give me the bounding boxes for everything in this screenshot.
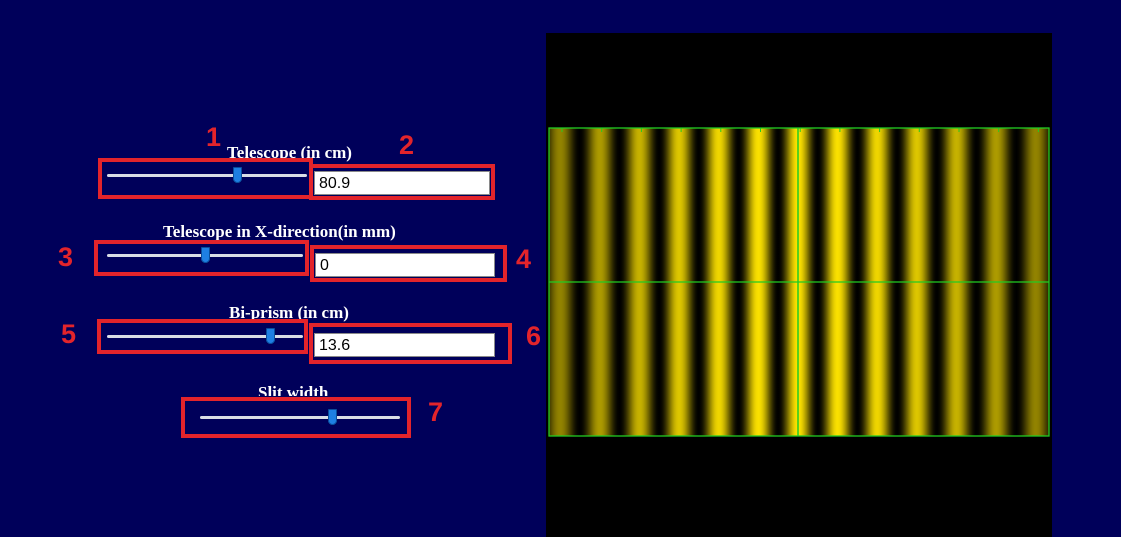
- telescope-input[interactable]: 80.9: [314, 171, 490, 195]
- annotation-box-1: [98, 158, 313, 199]
- telescope-slider[interactable]: [107, 165, 307, 187]
- telescope-label: Telescope (in cm): [227, 143, 352, 162]
- slit-width-label: Slit width: [258, 383, 329, 396]
- slider-thumb[interactable]: [233, 167, 242, 183]
- telescope-x-input[interactable]: 0: [315, 253, 495, 277]
- annotation-box-7: [181, 397, 411, 438]
- annotation-number-2: 2: [399, 130, 415, 160]
- fringe-viewer: [546, 33, 1052, 537]
- annotation-box-5: [97, 319, 308, 354]
- annotation-number-1: 1: [206, 122, 222, 152]
- annotation-number-5: 5: [61, 319, 77, 349]
- slider-thumb[interactable]: [201, 247, 210, 263]
- biprism-slider[interactable]: [107, 326, 303, 348]
- interference-fringe-pattern: [548, 127, 1050, 437]
- annotation-number-7: 7: [428, 397, 444, 427]
- annotation-box-6: [309, 323, 512, 364]
- annotation-box-3: [94, 240, 309, 276]
- slider-thumb[interactable]: [265, 328, 275, 344]
- slider-thumb[interactable]: [328, 409, 337, 425]
- telescope-x-label: Telescope in X-direction(in mm): [163, 222, 396, 241]
- annotation-box-2: [309, 164, 495, 200]
- biprism-label: Bi-prism (in cm): [229, 303, 349, 322]
- annotation-number-3: 3: [58, 242, 74, 272]
- telescope-x-slider[interactable]: [107, 245, 303, 267]
- slider-track: [107, 174, 307, 177]
- annotation-box-4: [310, 245, 507, 282]
- slider-track: [107, 335, 303, 338]
- biprism-input[interactable]: 13.6: [314, 333, 495, 357]
- slider-track: [200, 416, 400, 419]
- annotation-number-4: 4: [516, 244, 532, 274]
- annotation-number-6: 6: [526, 321, 542, 351]
- slit-width-slider[interactable]: [200, 407, 400, 429]
